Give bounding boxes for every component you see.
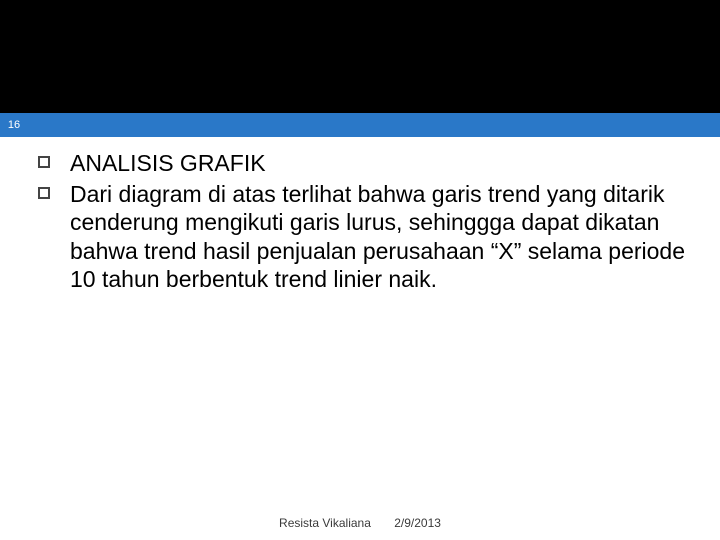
bullet-marker-icon	[38, 187, 50, 199]
list-item: ANALISIS GRAFIK	[38, 149, 696, 178]
page-number: 16	[8, 119, 20, 131]
footer-author: Resista Vikaliana	[279, 516, 371, 530]
bullet-text: ANALISIS GRAFIK	[70, 149, 266, 178]
footer-date: 2/9/2013	[394, 516, 441, 530]
list-item: Dari diagram di atas terlihat bahwa gari…	[38, 180, 696, 294]
slide: 16 ANALISIS GRAFIK Dari diagram di atas …	[0, 113, 720, 540]
bullet-text: Dari diagram di atas terlihat bahwa gari…	[70, 180, 696, 294]
bullet-marker-icon	[38, 156, 50, 168]
content-area: ANALISIS GRAFIK Dari diagram di atas ter…	[38, 149, 696, 296]
header-bar	[0, 113, 720, 137]
page-number-badge: 16	[0, 113, 28, 137]
footer: Resista Vikaliana 2/9/2013	[0, 516, 720, 530]
